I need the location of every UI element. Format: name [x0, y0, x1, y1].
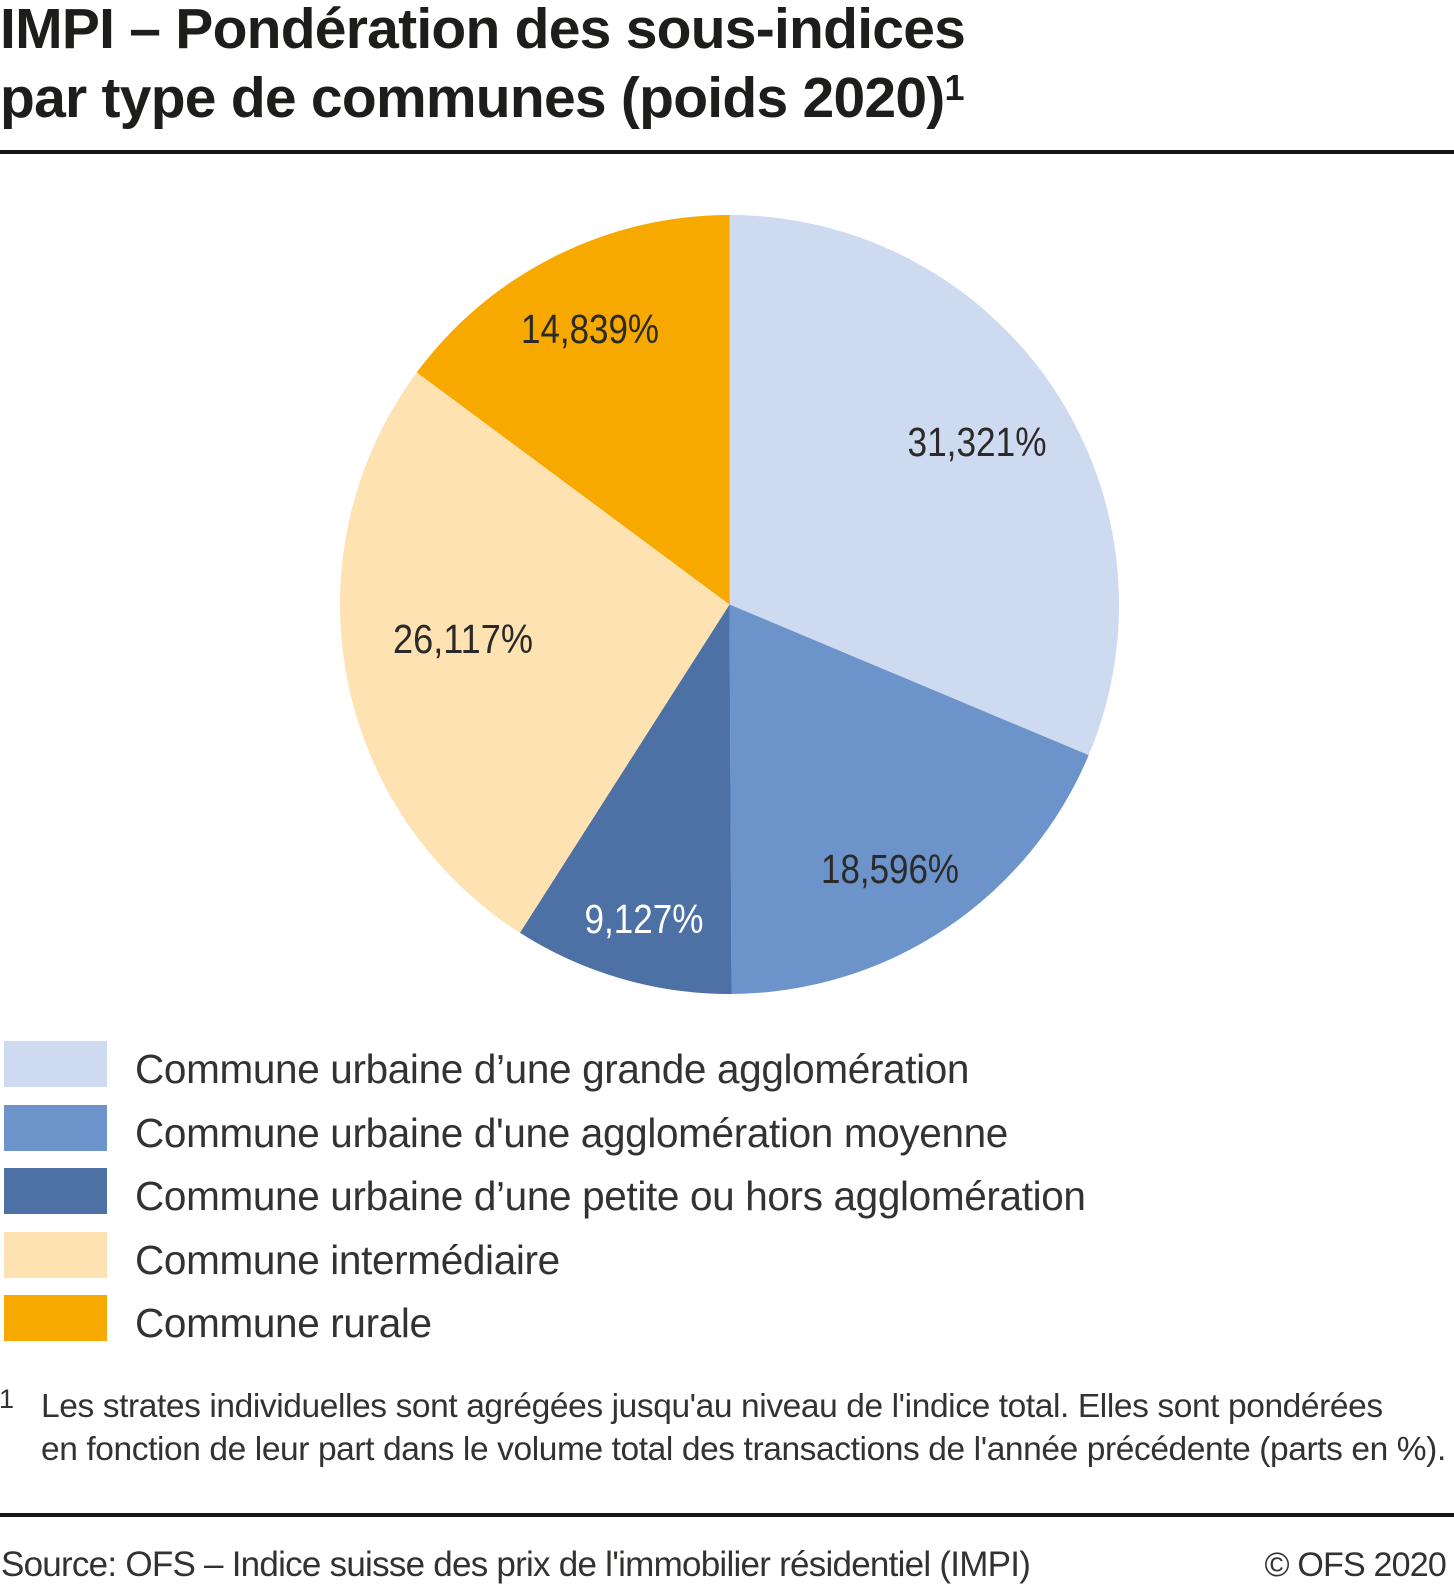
svg-text:31,321%: 31,321% [908, 419, 1047, 465]
svg-text:9,127%: 9,127% [585, 896, 704, 942]
svg-text:18,596%: 18,596% [821, 846, 959, 892]
svg-text:26,117%: 26,117% [393, 616, 533, 662]
svg-text:14,839%: 14,839% [521, 306, 659, 352]
